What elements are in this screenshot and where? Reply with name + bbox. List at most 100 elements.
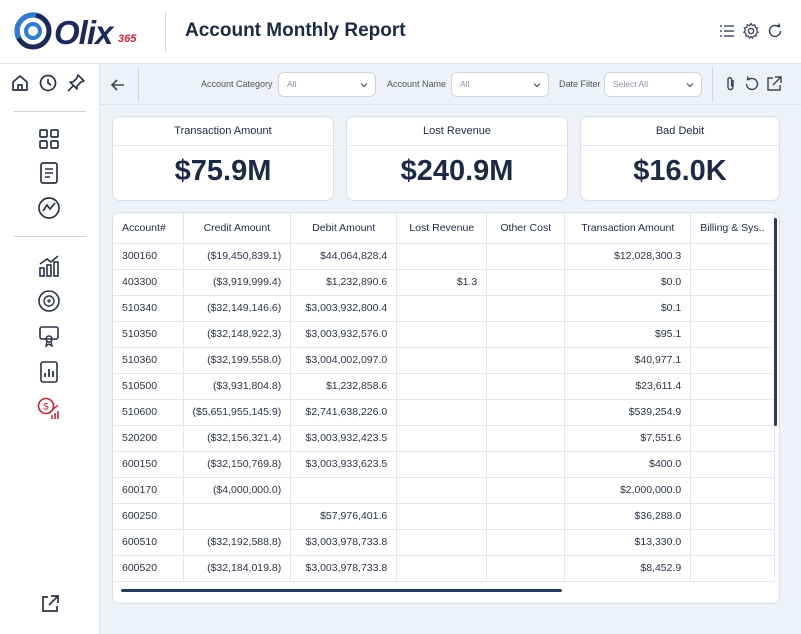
table-row[interactable]: 510600 ($5,651,955,145.9) $2,741,638,226.0… [113,399,776,426]
table-cell: $3,003,933,623.5 [290,451,398,478]
kpi-title: Lost Revenue [347,117,567,146]
olix-logo[interactable]: Olix 365 [14,10,154,54]
chevron-down-icon [360,83,368,88]
table-cell [486,269,566,296]
table-cell: 600250 [113,503,184,530]
table-cell: ($3,919,999.4) [183,269,292,296]
table-cell [486,373,566,400]
attachment-icon[interactable] [722,75,740,93]
table-cell: $3,003,932,800.4 [290,295,398,322]
date-filter-select[interactable]: Select All [604,72,702,97]
account-table: Account# Credit Amount Debit Amount Lost… [112,212,780,604]
table-row[interactable]: 403300 ($3,919,999.4) $1,232,890.6 $1.3 $0.0 [113,269,776,296]
table-cell: ($32,148,922.3) [183,321,292,348]
table-cell [690,555,776,582]
table-cell [486,347,566,374]
table-cell [486,295,566,322]
table-cell: 600150 [113,451,184,478]
table-cell [290,477,398,504]
table-cell: 510600 [113,399,184,426]
table-cell [690,269,776,296]
table-cell: 510340 [113,295,184,322]
column-header[interactable]: Account# [113,213,184,244]
sidebar: $ [0,64,100,634]
table-cell: $12,028,300.3 [564,243,692,270]
account-name-select[interactable]: All [451,72,549,97]
table-cell: ($4,000,000.0) [183,477,292,504]
table-cell: 600520 [113,555,184,582]
olix-logo-mark-icon [14,12,52,50]
table-cell [396,321,488,348]
table-header-row: Account# Credit Amount Debit Amount Lost… [113,213,776,244]
revenue-cycle-icon[interactable] [37,289,61,313]
column-header[interactable]: Other Cost [486,213,566,244]
logo-wordmark: Olix [54,14,113,51]
table-cell [486,399,566,426]
account-category-select[interactable]: All [278,72,376,97]
table-row[interactable]: 510500 ($3,931,804.8) $1,232,858.6 $23,611.… [113,373,776,400]
table-cell [690,425,776,452]
table-row[interactable]: 520200 ($32,156,321.4) $3,003,932,423.5 $7,… [113,425,776,452]
table-cell [690,503,776,530]
table-row[interactable]: 600150 ($32,150,769.8) $3,003,933,623.5 $40… [113,451,776,478]
report-chart-icon[interactable] [37,360,61,384]
table-row[interactable]: 600250 $57,976,401.6 $36,288.0 [113,503,776,530]
table-cell [486,321,566,348]
table-row[interactable]: 600520 ($32,184,019.8) $3,003,978,733.8 $8,… [113,555,776,582]
kpi-title: Transaction Amount [113,117,333,146]
app-header: Olix 365 Account Monthly Report [0,0,801,64]
table-cell: $3,003,932,423.5 [290,425,398,452]
kpi-value: $240.9M [400,155,514,187]
column-header[interactable]: Billing & Sys.. [690,213,776,244]
refresh-icon[interactable] [766,22,784,40]
table-cell [690,321,776,348]
column-header[interactable]: Lost Revenue [396,213,488,244]
table-cell: 300160 [113,243,184,270]
reset-icon[interactable] [743,75,761,93]
certificate-icon[interactable] [37,324,61,348]
open-external-icon[interactable] [765,75,783,93]
column-header[interactable]: Transaction Amount [564,213,692,244]
analytics-icon[interactable] [37,196,61,220]
table-cell: ($32,150,769.8) [183,451,292,478]
table-row[interactable]: 510350 ($32,148,922.3) $3,003,932,576.0 $95… [113,321,776,348]
list-icon[interactable] [718,22,736,40]
column-header[interactable]: Debit Amount [290,213,398,244]
account-category-label: Account Category [201,79,273,89]
table-cell [486,243,566,270]
table-row[interactable]: 510340 ($32,149,146.6) $3,003,932,800.4 $0.… [113,295,776,322]
table-row[interactable]: 510360 ($32,199,558.0) $3,004,002,097.0 $40… [113,347,776,374]
pin-icon[interactable] [65,72,87,94]
kpi-value: $75.9M [174,155,272,187]
table-cell: 510360 [113,347,184,374]
clock-icon[interactable] [37,72,59,94]
vertical-scrollbar[interactable] [774,218,777,426]
table-row[interactable]: 600170 ($4,000,000.0) $2,000,000.0 [113,477,776,504]
account-category-value: All [287,79,297,89]
kpi-card-transaction-amount: Transaction Amount $75.9M [112,116,334,201]
table-cell: $2,741,638,226.0 [290,399,398,426]
table-row[interactable]: 300160 ($19,450,839.1) $44,064,828.4 $12,02… [113,243,776,270]
back-arrow-icon[interactable] [108,75,128,95]
table-cell: $57,976,401.6 [290,503,398,530]
table-cell: $1.3 [396,269,488,296]
table-cell: $8,452.9 [564,555,692,582]
table-cell: 510500 [113,373,184,400]
table-cell: $95.1 [564,321,692,348]
table-cell: ($32,192,588.8) [183,529,292,556]
filter-toolbar: Account Category All Account Name All Da… [100,64,801,105]
table-row[interactable]: 600510 ($32,192,588.8) $3,003,978,733.8 $13… [113,529,776,556]
gear-icon[interactable] [742,22,760,40]
external-link-icon[interactable] [39,593,61,615]
table-cell [396,529,488,556]
cost-analysis-icon[interactable]: $ [37,397,61,421]
table-cell: $40,977.1 [564,347,692,374]
horizontal-scrollbar[interactable] [121,589,562,592]
table-cell [486,555,566,582]
dashboard-grid-icon[interactable] [37,127,61,151]
bar-chart-icon[interactable] [37,254,61,278]
home-icon[interactable] [9,72,31,94]
column-header[interactable]: Credit Amount [183,213,292,244]
report-document-icon[interactable] [37,161,61,185]
main-content: Account Category All Account Name All Da… [100,64,801,634]
